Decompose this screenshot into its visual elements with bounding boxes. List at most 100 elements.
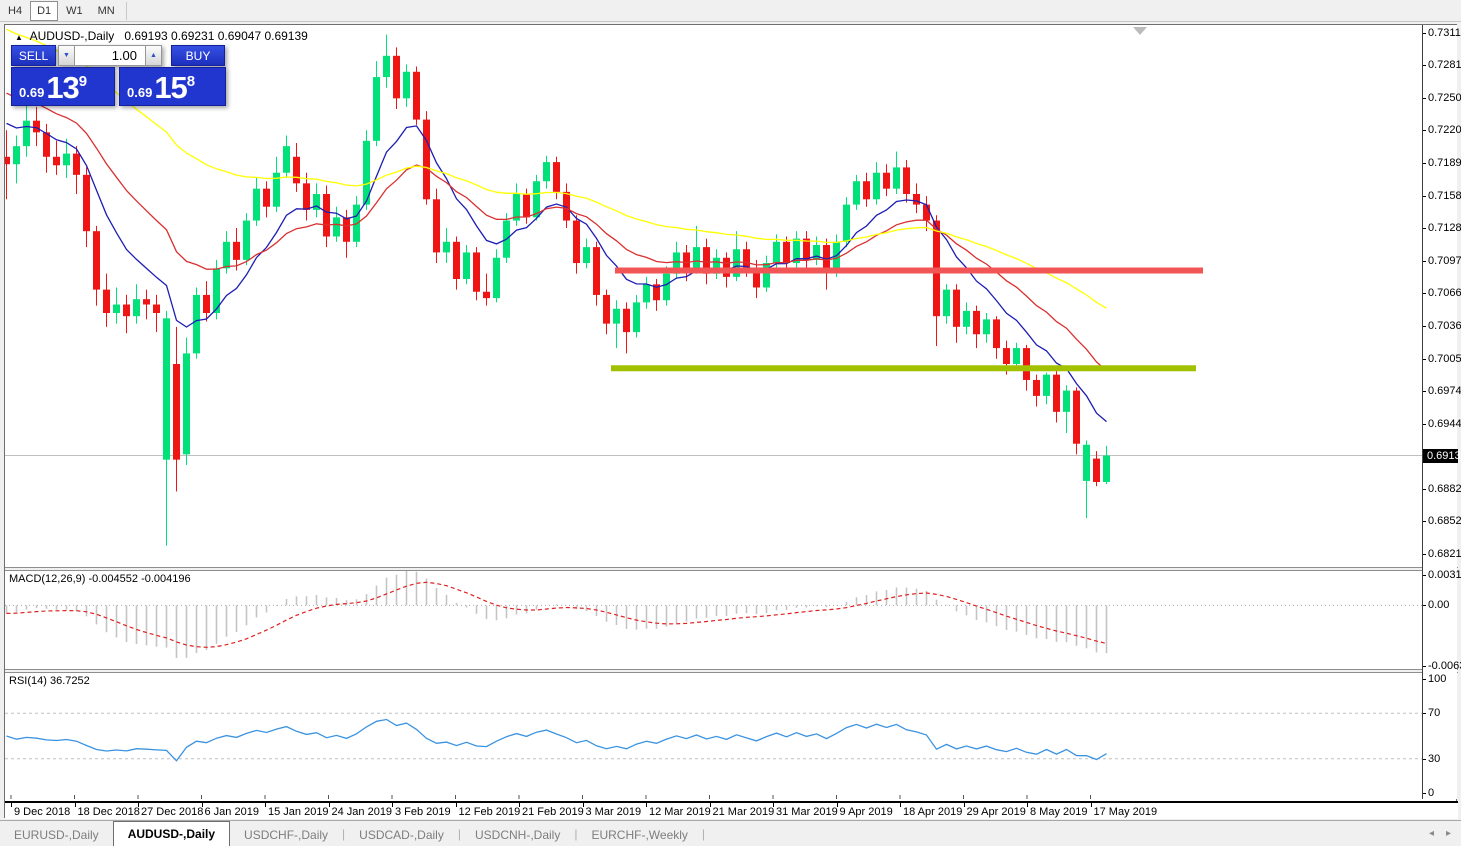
bear-candle xyxy=(483,291,490,299)
bull-candle xyxy=(843,204,850,242)
volume-increase-button[interactable]: ▲ xyxy=(145,45,162,66)
bear-candle xyxy=(1033,379,1040,396)
bear-candle xyxy=(5,156,10,165)
buy-price-panel[interactable]: 0.69 15 8 xyxy=(119,67,226,106)
bull-candle xyxy=(443,241,450,253)
medium-ma-line xyxy=(6,92,1107,372)
tab-usdchf-daily[interactable]: USDCHF-,Daily xyxy=(244,827,329,842)
bull-candle xyxy=(673,252,680,274)
tab-usdcnh-daily[interactable]: USDCNH-,Daily xyxy=(474,827,561,842)
price-axis-tick xyxy=(1423,227,1426,229)
bull-candle xyxy=(273,172,280,207)
resistance-line[interactable] xyxy=(615,267,1203,274)
bear-candle xyxy=(953,289,960,327)
date-label: 6 Jan 2019 xyxy=(204,806,259,818)
date-label: 27 Dec 2018 xyxy=(141,806,204,818)
rsi-line xyxy=(6,718,1107,762)
rsi-pane[interactable]: RSI(14) 36.7252 xyxy=(5,673,1422,799)
time-axis[interactable]: 9 Dec 2018 18 Dec 2018 27 Dec 2018 6 Jan 20… xyxy=(5,801,1458,819)
date-tick xyxy=(74,803,76,807)
tab-scroll-right-icon[interactable]: ▸ xyxy=(1445,828,1451,839)
bull-candle xyxy=(63,153,70,166)
bear-candle xyxy=(473,252,480,292)
price-axis-tick xyxy=(1423,325,1426,327)
bull-candle xyxy=(733,249,740,277)
bear-candle xyxy=(173,364,180,460)
one-click-trade-widget: SELL ▼ ▲ BUY 0.69 13 9 xyxy=(11,45,233,106)
candlestick-chart[interactable] xyxy=(5,25,1422,567)
bull-candle xyxy=(533,181,540,218)
bear-candle xyxy=(753,268,760,288)
bear-candle xyxy=(553,162,560,192)
tab-eurchf-weekly[interactable]: EURCHF-,Weekly xyxy=(591,827,688,842)
plot-area[interactable]: ▲ AUDUSD-,Daily 0.69193 0.69231 0.69047 … xyxy=(5,25,1422,799)
bull-candle xyxy=(403,71,410,99)
bear-candle xyxy=(653,284,660,301)
bull-candle xyxy=(243,220,250,260)
price-chart-pane[interactable]: ▲ AUDUSD-,Daily 0.69193 0.69231 0.69047 … xyxy=(5,25,1422,567)
bear-candle xyxy=(433,199,440,253)
bear-candle xyxy=(93,231,100,290)
timeframe-button-d1[interactable]: D1 xyxy=(30,0,59,21)
rsi-axis-tick xyxy=(1423,792,1426,794)
bull-candle xyxy=(943,289,950,317)
chart-shift-marker-icon[interactable] xyxy=(1133,27,1147,35)
price-axis-tick xyxy=(1423,293,1426,295)
timeframe-button-mn[interactable]: MN xyxy=(97,4,115,17)
bear-candle xyxy=(803,238,810,260)
toolbar-separator xyxy=(125,1,127,20)
price-axis-label: 0.68825 xyxy=(1428,482,1461,495)
bear-candle xyxy=(1003,348,1010,365)
buy-price-prefix: 0.69 xyxy=(127,85,153,100)
price-axis-tick xyxy=(1423,488,1426,490)
tab-audusd-daily[interactable]: AUDUSD-,Daily xyxy=(112,821,231,846)
bull-candle xyxy=(253,188,260,221)
date-tick xyxy=(773,803,774,807)
price-axis-tick xyxy=(1423,65,1426,67)
sell-button[interactable]: SELL xyxy=(11,45,56,66)
buy-button[interactable]: BUY xyxy=(171,45,225,66)
timeframe-button-w1[interactable]: W1 xyxy=(66,4,83,17)
bear-candle xyxy=(1053,374,1060,412)
macd-axis-tick xyxy=(1423,574,1426,576)
volume-input[interactable] xyxy=(75,45,145,66)
bear-candle xyxy=(863,181,870,200)
macd-pane[interactable]: MACD(12,26,9) -0.004552 -0.004196 xyxy=(5,571,1422,669)
date-label: 18 Dec 2018 xyxy=(77,806,140,818)
date-tick xyxy=(582,803,584,807)
bear-candle xyxy=(263,188,270,207)
bull-candle xyxy=(23,120,30,147)
sell-price-panel[interactable]: 0.69 13 9 xyxy=(11,67,115,106)
chart-window: ▲ AUDUSD-,Daily 0.69193 0.69231 0.69047 … xyxy=(4,24,1461,819)
bull-candle xyxy=(543,162,550,182)
timeframe-button-h4[interactable]: H4 xyxy=(8,4,23,17)
bear-candle xyxy=(883,172,890,189)
date-tick xyxy=(963,803,965,807)
bull-candle xyxy=(1083,444,1090,481)
pane-splitter[interactable] xyxy=(5,669,1458,673)
tab-separator: | xyxy=(701,826,706,841)
bear-candle xyxy=(343,217,350,242)
date-label: 3 Mar 2019 xyxy=(585,806,642,818)
support-line[interactable] xyxy=(611,365,1196,372)
tab-usdcad-daily[interactable]: USDCAD-,Daily xyxy=(359,827,444,842)
bear-candle xyxy=(973,310,980,335)
tab-eurusd-daily[interactable]: EURUSD-,Daily xyxy=(14,827,99,842)
pane-splitter[interactable] xyxy=(5,567,1458,571)
bear-candle xyxy=(743,249,750,269)
bull-candle xyxy=(873,172,880,200)
date-label: 18 Apr 2019 xyxy=(903,806,963,818)
price-axis-tick xyxy=(1423,32,1426,34)
tab-scroll-left-icon[interactable]: ◂ xyxy=(1428,828,1434,839)
date-label: 21 Feb 2019 xyxy=(522,806,584,818)
bear-candle xyxy=(53,156,60,166)
volume-decrease-button[interactable]: ▼ xyxy=(58,45,75,66)
date-tick xyxy=(1027,803,1028,807)
bull-candle xyxy=(693,247,700,271)
